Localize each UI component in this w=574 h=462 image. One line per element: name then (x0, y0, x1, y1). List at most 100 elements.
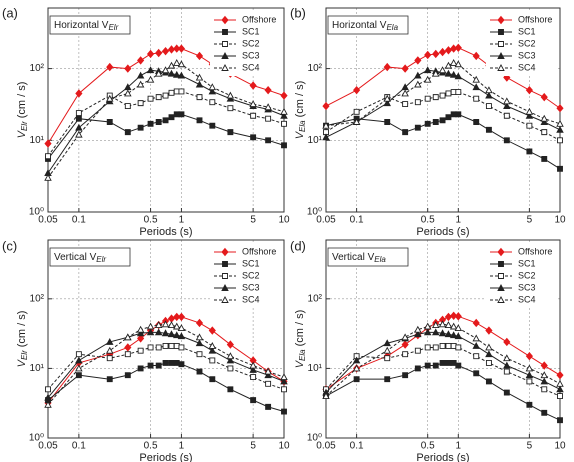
panel-label: (b) (290, 5, 306, 20)
marker (472, 75, 480, 83)
marker (450, 311, 458, 320)
marker (541, 409, 548, 416)
marker (454, 312, 462, 321)
marker (227, 365, 234, 372)
marker (146, 75, 155, 83)
panel-title-sub: Elr (96, 255, 106, 264)
marker (105, 94, 114, 102)
marker (167, 69, 176, 77)
marker (401, 333, 409, 341)
marker (444, 330, 453, 338)
legend-label: Offshore (518, 246, 552, 256)
marker (353, 376, 360, 383)
marker (137, 56, 145, 65)
marker (173, 312, 181, 322)
marker (195, 339, 204, 347)
marker (227, 129, 234, 136)
x-tick-label: 10 (278, 215, 290, 226)
marker (208, 326, 216, 335)
marker (352, 356, 361, 364)
marker (154, 328, 163, 336)
marker (196, 368, 203, 375)
y-tick-label: 10⁰ (307, 433, 322, 444)
marker (221, 247, 229, 257)
marker (322, 392, 330, 400)
panel-title-main: Vertical V (54, 252, 97, 263)
panel-title-sub: Ela (374, 255, 386, 264)
legend-label: SC2 (242, 38, 260, 48)
marker (503, 112, 510, 119)
marker (526, 401, 533, 408)
marker (439, 92, 446, 99)
marker (146, 322, 155, 330)
marker (280, 377, 288, 385)
x-tick-label: 5 (250, 441, 256, 452)
marker (414, 365, 421, 372)
marker (556, 125, 564, 133)
marker (75, 351, 82, 358)
marker (44, 173, 52, 181)
marker (525, 111, 534, 119)
marker (227, 386, 234, 393)
marker (250, 134, 257, 141)
marker (124, 64, 132, 73)
marker (454, 324, 463, 332)
marker (281, 386, 287, 393)
series-line (325, 345, 561, 397)
marker (455, 362, 462, 369)
marker (485, 350, 493, 358)
marker (136, 325, 145, 333)
x-tick-label: 10 (278, 441, 290, 452)
marker (472, 334, 480, 342)
x-tick-label: 10 (554, 215, 566, 226)
marker (556, 370, 564, 380)
marker (424, 50, 432, 60)
marker (168, 359, 175, 366)
x-tick-label: 0.1 (350, 441, 364, 452)
marker (424, 120, 431, 127)
marker (485, 343, 493, 351)
marker (172, 322, 181, 330)
marker (173, 44, 181, 53)
x-tick-label: 1 (179, 215, 185, 226)
marker (137, 334, 145, 343)
marker (402, 372, 409, 379)
series-line (325, 91, 561, 141)
y-tick-label: 10⁰ (29, 433, 44, 444)
x-axis-label: Periods (s) (416, 226, 469, 238)
marker (503, 97, 511, 105)
marker (473, 370, 480, 377)
marker (265, 380, 272, 387)
marker (75, 123, 83, 131)
marker (264, 367, 272, 375)
legend-label: SC2 (518, 270, 536, 280)
x-axis-label: Periods (s) (139, 452, 192, 462)
y-axis-label-unit: (cm / s) (294, 81, 306, 118)
marker (556, 119, 564, 127)
marker (137, 347, 144, 354)
marker (178, 361, 185, 368)
marker (280, 111, 288, 119)
legend-label: SC4 (518, 62, 536, 72)
marker (167, 314, 176, 323)
marker (473, 119, 480, 125)
marker (444, 61, 453, 69)
marker (352, 364, 361, 372)
marker (106, 119, 113, 125)
marker (281, 408, 287, 415)
marker (161, 329, 170, 337)
marker (503, 354, 511, 362)
y-axis-label-unit: (cm / s) (16, 311, 28, 348)
marker (264, 103, 272, 111)
y-tick-label: 10² (30, 63, 45, 74)
marker (222, 41, 228, 47)
marker (454, 332, 463, 340)
legend-label: Offshore (242, 246, 276, 256)
marker (249, 361, 257, 369)
x-tick-label: 0.5 (144, 215, 158, 226)
marker (432, 94, 439, 101)
x-tick-label: 5 (250, 215, 256, 226)
marker (323, 129, 329, 136)
marker (161, 320, 170, 328)
y-tick-label: 10¹ (308, 363, 323, 374)
